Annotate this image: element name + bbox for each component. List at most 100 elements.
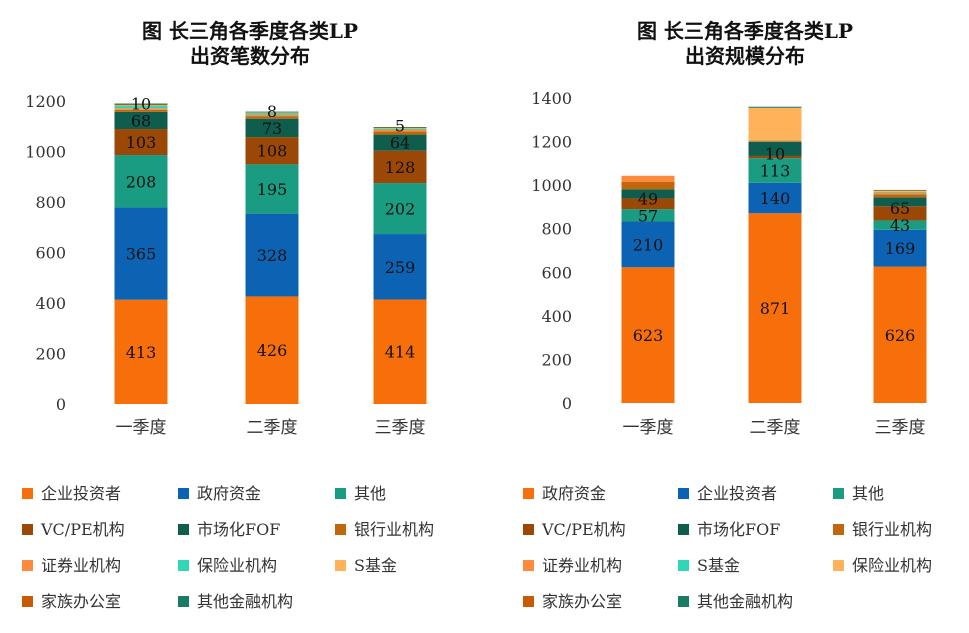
legend-swatch [833, 560, 844, 571]
legend-item: 其他金融机构 [678, 592, 793, 611]
data-label: 57 [638, 206, 658, 225]
legend-item: 市场化FOF [678, 520, 780, 539]
bar-segment [245, 112, 299, 113]
bar-segment [748, 155, 802, 159]
bar-segment [114, 105, 168, 109]
legend-item: 家族办公室 [22, 592, 121, 611]
bar-segment [748, 140, 802, 142]
legend-label: 保险业机构 [197, 556, 277, 575]
data-label: 10 [131, 94, 151, 113]
legend-item: 其他 [833, 484, 884, 503]
y-tick-label: 1200 [25, 92, 66, 111]
bar-segment [245, 112, 299, 114]
bar-segment [873, 197, 927, 207]
legend-label: S基金 [697, 556, 740, 575]
legend-label: 银行业机构 [354, 520, 434, 539]
y-tick-label: 800 [541, 220, 572, 239]
legend-label: 保险业机构 [852, 556, 932, 575]
y-tick-label: 400 [541, 307, 572, 326]
legend-swatch [678, 524, 689, 535]
data-label: 210 [633, 235, 664, 254]
data-label: 623 [633, 326, 664, 345]
y-tick-label: 400 [35, 294, 66, 313]
bar-segment [114, 108, 168, 110]
data-label: 413 [126, 343, 157, 362]
chart-title: 出资规模分布 [685, 44, 805, 68]
legend-swatch [22, 560, 33, 571]
legend-label: 家族办公室 [542, 592, 622, 611]
legend-label: S基金 [354, 556, 397, 575]
legend-item: 政府资金 [178, 484, 261, 503]
data-label: 5 [395, 117, 405, 136]
data-label: 8 [267, 102, 277, 121]
bar-segment [621, 181, 675, 190]
bar-segment [373, 299, 427, 404]
legend-item: 证券业机构 [22, 556, 121, 575]
bar-segment [748, 139, 802, 141]
bar-segment [245, 137, 299, 165]
legend-label: 政府资金 [197, 484, 261, 503]
data-label: 10 [765, 144, 785, 163]
data-label: 414 [385, 343, 416, 362]
legend-label: 证券业机构 [542, 556, 622, 575]
chart-title: 图 长三角各季度各类LP [142, 19, 358, 43]
data-label: 43 [890, 216, 910, 235]
bar-segment [114, 111, 168, 130]
legend-swatch [335, 524, 346, 535]
y-tick-label: 1400 [531, 89, 572, 108]
y-tick-label: 200 [35, 345, 66, 364]
legend-swatch [523, 524, 534, 535]
legend-label: 证券业机构 [41, 556, 121, 575]
x-tick-label: 一季度 [116, 418, 167, 438]
data-label: 68 [131, 111, 151, 130]
legend-label: 市场化FOF [197, 520, 280, 539]
bar-segment [114, 109, 168, 112]
legend-swatch [22, 524, 33, 535]
bar-segment [621, 267, 675, 403]
legend-item: 保险业机构 [833, 556, 932, 575]
legend-label: 市场化FOF [697, 520, 780, 539]
bar-segment [245, 296, 299, 404]
x-tick-label: 二季度 [750, 418, 801, 438]
data-label: 103 [126, 133, 157, 152]
data-label: 195 [257, 180, 288, 199]
y-tick-label: 1000 [25, 143, 66, 162]
data-label: 73 [262, 119, 282, 138]
data-label: 113 [760, 161, 791, 180]
bar-segment [373, 183, 427, 235]
legend-swatch [678, 560, 689, 571]
legend-item: 其他 [335, 484, 386, 503]
bar-segment [873, 220, 927, 230]
legend-item: 银行业机构 [335, 520, 434, 539]
bar-segment [245, 213, 299, 297]
y-tick-label: 1200 [531, 133, 572, 152]
legend-item: 政府资金 [523, 484, 606, 503]
legend-swatch [178, 524, 189, 535]
legend-label: 银行业机构 [852, 520, 932, 539]
legend-swatch [335, 560, 346, 571]
y-tick-label: 200 [541, 350, 572, 369]
legend-label: VC/PE机构 [541, 520, 626, 539]
data-label: 108 [257, 142, 288, 161]
bar-segment [873, 191, 927, 193]
legend-swatch [178, 488, 189, 499]
bar-segment [373, 130, 427, 132]
legend-swatch [22, 488, 33, 499]
legend-swatch [833, 488, 844, 499]
bar-segment [873, 266, 927, 403]
y-tick-label: 1000 [531, 176, 572, 195]
y-tick-label: 600 [35, 244, 66, 263]
legend-swatch [178, 560, 189, 571]
data-label: 626 [885, 326, 916, 345]
data-label: 64 [390, 134, 410, 153]
data-label: 140 [760, 189, 791, 208]
legend-swatch [678, 488, 689, 499]
bar-segment [373, 134, 427, 151]
chart-title: 出资笔数分布 [190, 44, 310, 68]
y-tick-label: 800 [35, 193, 66, 212]
data-label: 328 [257, 246, 288, 265]
bar-segment [748, 182, 802, 214]
